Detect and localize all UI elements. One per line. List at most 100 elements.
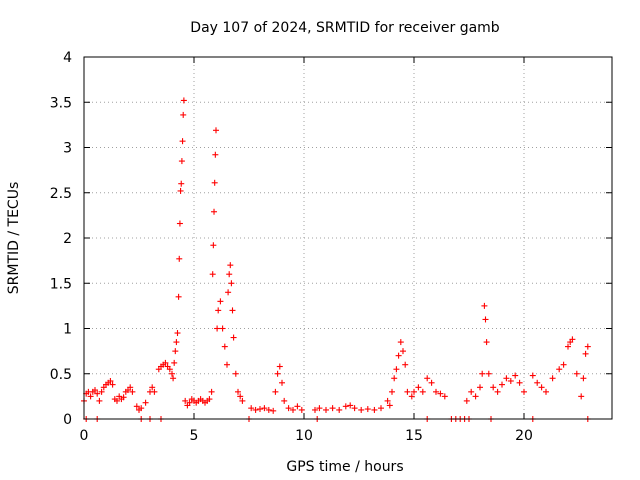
y-tick-label: 2.5 bbox=[50, 186, 72, 202]
y-tick-label: 0 bbox=[63, 412, 72, 428]
y-axis-label: SRMTID / TECUs bbox=[6, 182, 22, 295]
data-point bbox=[210, 242, 217, 249]
data-point bbox=[261, 405, 268, 412]
y-tick-label: 0.5 bbox=[50, 367, 72, 383]
data-point bbox=[294, 403, 301, 410]
data-point bbox=[239, 397, 246, 404]
data-point bbox=[582, 350, 589, 357]
data-point bbox=[485, 370, 492, 377]
data-point bbox=[230, 334, 237, 341]
data-point bbox=[538, 384, 545, 391]
data-point bbox=[127, 384, 134, 391]
axis-ticks: 0 5 10 15 20 0 0.5 1 1.5 2 2.5 3 3.5 4 bbox=[50, 50, 612, 444]
data-point bbox=[479, 370, 486, 377]
data-point bbox=[415, 384, 422, 391]
data-series bbox=[81, 97, 591, 422]
data-point bbox=[279, 379, 285, 386]
data-point bbox=[281, 397, 288, 404]
data-point bbox=[109, 381, 116, 388]
data-point bbox=[411, 388, 417, 395]
data-point bbox=[274, 370, 281, 377]
data-point bbox=[213, 127, 219, 134]
y-tick-label: 2 bbox=[63, 231, 72, 247]
data-point bbox=[433, 388, 439, 395]
data-point bbox=[166, 366, 173, 373]
data-point bbox=[92, 387, 98, 394]
data-point bbox=[107, 377, 114, 384]
data-point bbox=[483, 339, 490, 346]
data-point bbox=[227, 262, 234, 269]
data-point bbox=[217, 298, 224, 305]
data-point bbox=[151, 388, 158, 395]
data-point bbox=[534, 379, 541, 386]
y-tick-label: 3 bbox=[63, 141, 72, 157]
data-point bbox=[336, 406, 343, 413]
data-point bbox=[133, 403, 140, 410]
data-point bbox=[178, 158, 185, 165]
data-point bbox=[257, 406, 263, 413]
data-point bbox=[211, 208, 218, 215]
data-point bbox=[477, 384, 483, 391]
data-point bbox=[98, 388, 105, 395]
data-point bbox=[219, 325, 226, 332]
data-point bbox=[573, 370, 580, 377]
data-point bbox=[404, 388, 411, 395]
data-point bbox=[175, 293, 182, 300]
data-point bbox=[186, 399, 193, 406]
x-tick-label: 20 bbox=[515, 428, 533, 444]
data-point bbox=[209, 271, 216, 278]
data-point bbox=[507, 377, 514, 384]
data-point bbox=[391, 375, 398, 382]
x-axis-label: GPS time / hours bbox=[286, 459, 403, 475]
data-point bbox=[490, 384, 497, 391]
data-point bbox=[329, 405, 336, 412]
data-point bbox=[214, 325, 221, 332]
x-tick-label: 5 bbox=[190, 428, 199, 444]
data-point bbox=[149, 384, 156, 391]
data-point bbox=[226, 271, 233, 278]
data-point bbox=[543, 388, 549, 395]
data-point bbox=[285, 405, 292, 412]
data-point bbox=[142, 399, 149, 406]
data-point bbox=[482, 316, 489, 323]
data-point bbox=[176, 255, 183, 262]
data-point bbox=[437, 390, 444, 397]
y-tick-label: 3.5 bbox=[50, 95, 72, 111]
data-point bbox=[419, 388, 426, 395]
data-point bbox=[408, 393, 415, 400]
data-point bbox=[232, 370, 239, 377]
data-point bbox=[177, 187, 184, 194]
data-point bbox=[162, 359, 169, 366]
x-tick-label: 15 bbox=[405, 428, 423, 444]
data-point bbox=[468, 388, 475, 395]
data-point bbox=[342, 403, 349, 410]
data-point bbox=[424, 375, 431, 382]
chart-title: Day 107 of 2024, SRMTID for receiver gam… bbox=[190, 20, 500, 36]
data-point bbox=[549, 375, 556, 382]
data-point bbox=[229, 307, 236, 314]
data-point bbox=[248, 405, 255, 412]
data-point bbox=[211, 179, 218, 186]
data-point bbox=[221, 343, 228, 350]
grid-lines bbox=[84, 57, 612, 419]
data-point bbox=[182, 397, 189, 404]
data-point bbox=[384, 397, 391, 404]
data-point bbox=[170, 375, 177, 382]
data-point bbox=[494, 388, 501, 395]
y-tick-label: 1.5 bbox=[50, 276, 72, 292]
data-point bbox=[265, 406, 272, 413]
data-point bbox=[386, 402, 393, 409]
data-point bbox=[120, 394, 127, 401]
data-point bbox=[87, 393, 94, 400]
data-point bbox=[397, 339, 404, 346]
data-point bbox=[290, 406, 296, 413]
data-point bbox=[560, 361, 567, 368]
data-point bbox=[276, 363, 283, 370]
data-point bbox=[228, 280, 235, 287]
data-point bbox=[224, 361, 230, 368]
data-point bbox=[298, 406, 305, 413]
data-point bbox=[472, 393, 479, 400]
data-point bbox=[94, 390, 101, 397]
data-point bbox=[364, 406, 371, 413]
